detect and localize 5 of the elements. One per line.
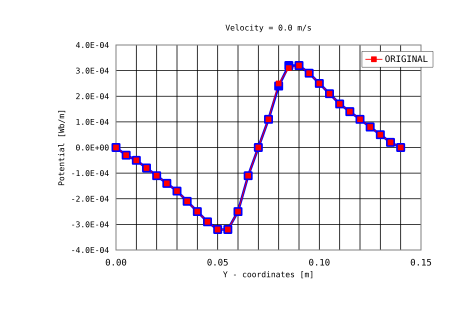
x-tick-label: 0.15	[410, 258, 432, 266]
legend-label: ORIGINAL	[385, 55, 428, 62]
x-tick-label: 0.05	[207, 258, 228, 266]
x-tick-label: 0.00	[106, 258, 126, 266]
x-tick-label: 0.10	[309, 258, 330, 266]
